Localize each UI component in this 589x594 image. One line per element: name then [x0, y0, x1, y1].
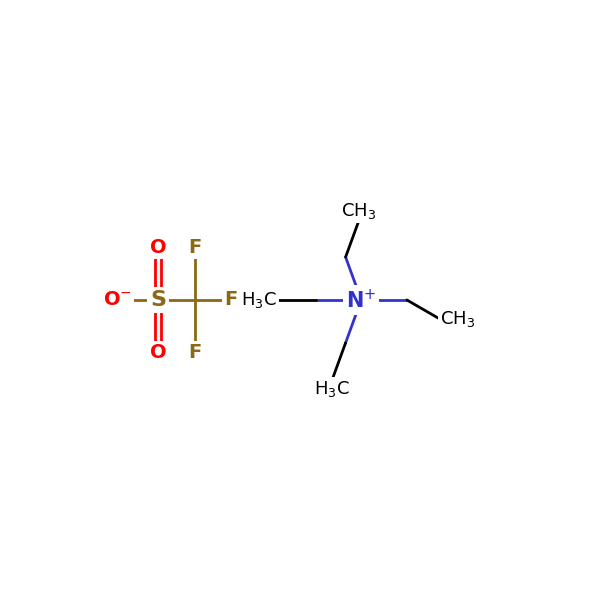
Text: S: S: [150, 290, 166, 310]
Text: CH$_3$: CH$_3$: [341, 201, 376, 220]
Text: F: F: [188, 343, 201, 362]
Text: O$^{-}$: O$^{-}$: [102, 290, 131, 309]
Text: H$_3$C: H$_3$C: [315, 380, 350, 399]
Text: O: O: [150, 238, 166, 257]
Text: CH$_3$: CH$_3$: [441, 309, 476, 329]
Text: F: F: [188, 238, 201, 257]
Text: N$^{+}$: N$^{+}$: [346, 288, 376, 312]
Text: F: F: [224, 290, 238, 309]
Text: H$_3$C: H$_3$C: [241, 290, 277, 310]
Text: O: O: [150, 343, 166, 362]
